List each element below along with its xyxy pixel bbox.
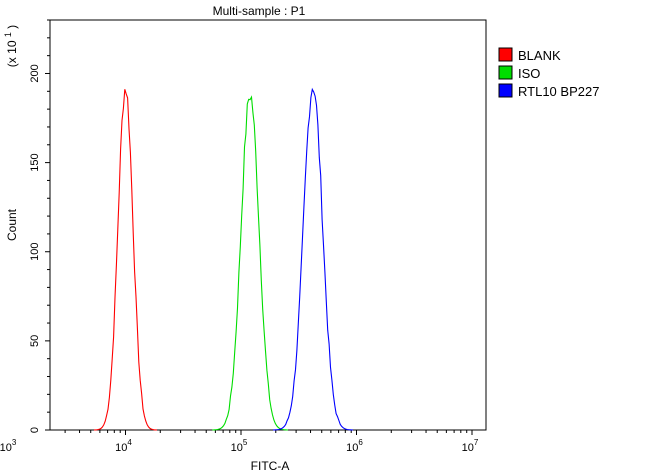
y-tick-label: 200 — [29, 64, 41, 82]
y-multiplier-text: (x 10 — [5, 40, 19, 67]
y-tick-label: 150 — [29, 153, 41, 171]
y-tick-label: 50 — [29, 335, 41, 347]
x-axis: 103 104 105 106 107 — [0, 430, 479, 454]
y-multiplier-exponent: 1 — [3, 32, 13, 37]
y-multiplier-close: ) — [5, 25, 19, 29]
x-tick-label: 103 — [0, 438, 17, 454]
x-tick-label: 104 — [115, 438, 132, 454]
legend-label: BLANK — [518, 48, 561, 63]
series-line — [273, 87, 353, 431]
y-tick-label: 0 — [29, 427, 41, 433]
legend-swatch — [498, 83, 513, 98]
y-tick-label: 100 — [29, 243, 41, 261]
series-line — [94, 89, 157, 431]
x-tick-label: 105 — [231, 438, 248, 454]
y-axis-label: Count — [5, 208, 19, 241]
x-tick-label: 107 — [462, 438, 479, 454]
legend: BLANK ISO RTL10 BP227 — [498, 47, 599, 99]
legend-swatch — [498, 47, 513, 62]
series-layer — [94, 87, 353, 431]
y-multiplier-label: (x 10 1 ) — [0, 25, 19, 67]
x-tick-label: 106 — [346, 438, 363, 454]
svg-text:(x 10 1 ): (x 10 1 ) — [0, 25, 19, 67]
x-axis-label: FITC-A — [251, 459, 290, 473]
plot-frame — [49, 19, 487, 431]
series-line — [212, 95, 288, 431]
legend-label: ISO — [518, 66, 540, 81]
legend-swatch — [498, 65, 513, 80]
y-axis: 0 50 100 150 200 — [29, 19, 50, 433]
legend-label: RTL10 BP227 — [518, 84, 599, 99]
chart-title: Multi-sample : P1 — [213, 4, 306, 18]
